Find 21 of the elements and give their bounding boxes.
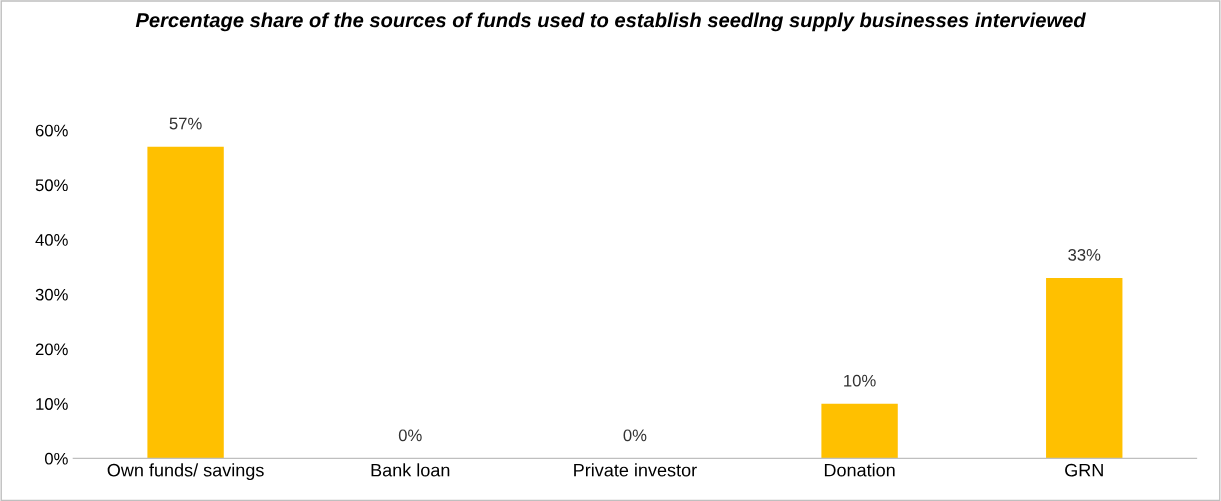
data-label: 0% bbox=[398, 429, 422, 442]
data-label: 10% bbox=[844, 374, 876, 387]
y-tick-label: 40% bbox=[35, 234, 68, 246]
data-label: 33% bbox=[1068, 248, 1101, 261]
y-tick-label: 20% bbox=[35, 343, 68, 356]
bar bbox=[821, 403, 898, 459]
y-tick-label: 30% bbox=[35, 288, 68, 301]
x-tick-label: Own funds/ savings bbox=[107, 463, 264, 481]
data-label: 0% bbox=[623, 429, 647, 442]
x-tick-label: Bank loan bbox=[371, 463, 450, 477]
y-tick-label: 10% bbox=[36, 398, 68, 410]
data-label: 57% bbox=[169, 117, 202, 130]
y-tick-label: 50% bbox=[35, 179, 68, 192]
bar bbox=[147, 146, 224, 459]
y-tick-label: 0% bbox=[44, 452, 68, 465]
x-tick-label: Donation bbox=[824, 463, 895, 477]
x-tick-label: GRN bbox=[1065, 463, 1103, 477]
bar bbox=[1046, 277, 1123, 459]
y-tick-label: 60% bbox=[35, 124, 68, 137]
x-tick-label: Private investor bbox=[574, 463, 697, 477]
chart-title: Percentage share of the sources of funds used to establish seedlng supply businesses interviewed bbox=[135, 12, 1086, 32]
